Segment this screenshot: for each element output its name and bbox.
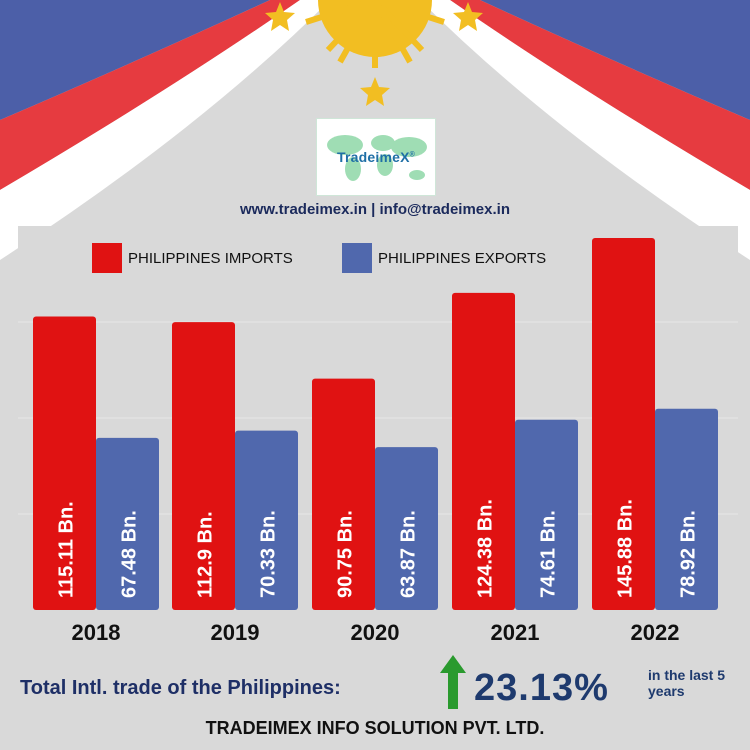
x-tick-label: 2019 (211, 620, 260, 645)
bar-value-label: 115.11 Bn. (56, 501, 78, 598)
contact-info: www.tradeimex.in | info@tradeimex.in (240, 201, 510, 218)
growth-summary: Total Intl. trade of the Philippines: 23… (20, 655, 740, 709)
x-tick-label: 2022 (631, 620, 680, 645)
right-white-drape (420, 0, 750, 260)
sun-icon (305, 0, 445, 68)
left-red-drape (0, 0, 300, 190)
star-icons (265, 2, 483, 106)
imports-bar (172, 322, 235, 610)
bar-value-label: 145.88 Bn. (615, 499, 637, 598)
imports-bar (33, 316, 96, 610)
exports-bar (515, 419, 578, 610)
world-map-icon (327, 135, 427, 181)
legend-swatch-exports (342, 243, 372, 273)
bar-value-label: 63.87 Bn. (398, 510, 420, 598)
legend-label-exports: PHILIPPINES EXPORTS (378, 249, 547, 267)
tradeimex-logo: TradeimeX® (316, 118, 436, 196)
exports-bar (375, 447, 438, 610)
bar-value-label: 70.33 Bn. (258, 510, 280, 598)
right-red-drape (450, 0, 750, 190)
bar-value-label: 112.9 Bn. (195, 511, 217, 598)
bar-value-label: 74.61 Bn. (538, 510, 560, 598)
imports-bar (452, 292, 515, 610)
x-tick-label: 2021 (491, 620, 540, 645)
right-blue-drape (480, 0, 750, 120)
left-white-drape (0, 0, 330, 260)
legend-item-imports: PHILIPPINES IMPORTS (92, 243, 293, 273)
exports-bar (96, 437, 159, 610)
total-trade-label: Total Intl. trade of the Philippines: (20, 677, 341, 699)
x-tick-label: 2020 (351, 620, 400, 645)
imports-bar (592, 238, 655, 610)
x-tick-label: 2018 (72, 620, 121, 645)
legend-label-imports: PHILIPPINES IMPORTS (128, 249, 293, 267)
growth-percentage: 23.13% (474, 667, 609, 709)
bar-value-label: 78.92 Bn. (678, 510, 700, 598)
bar-value-label: 67.48 Bn. (119, 510, 141, 598)
logo-text: TradeimeX® (337, 149, 415, 165)
exports-bar (235, 430, 298, 610)
imports-bar (312, 378, 375, 610)
left-blue-drape (0, 0, 270, 120)
company-name: TRADEIMEX INFO SOLUTION PVT. LTD. (205, 718, 545, 738)
bar-value-label: 124.38 Bn. (475, 499, 497, 598)
up-arrow-icon (440, 655, 466, 709)
legend-swatch-imports (92, 243, 122, 273)
growth-note: in the last 5 years (648, 667, 726, 699)
bar-value-label: 90.75 Bn. (335, 510, 357, 598)
exports-bar (655, 408, 718, 610)
legend-item-exports: PHILIPPINES EXPORTS (342, 243, 546, 273)
